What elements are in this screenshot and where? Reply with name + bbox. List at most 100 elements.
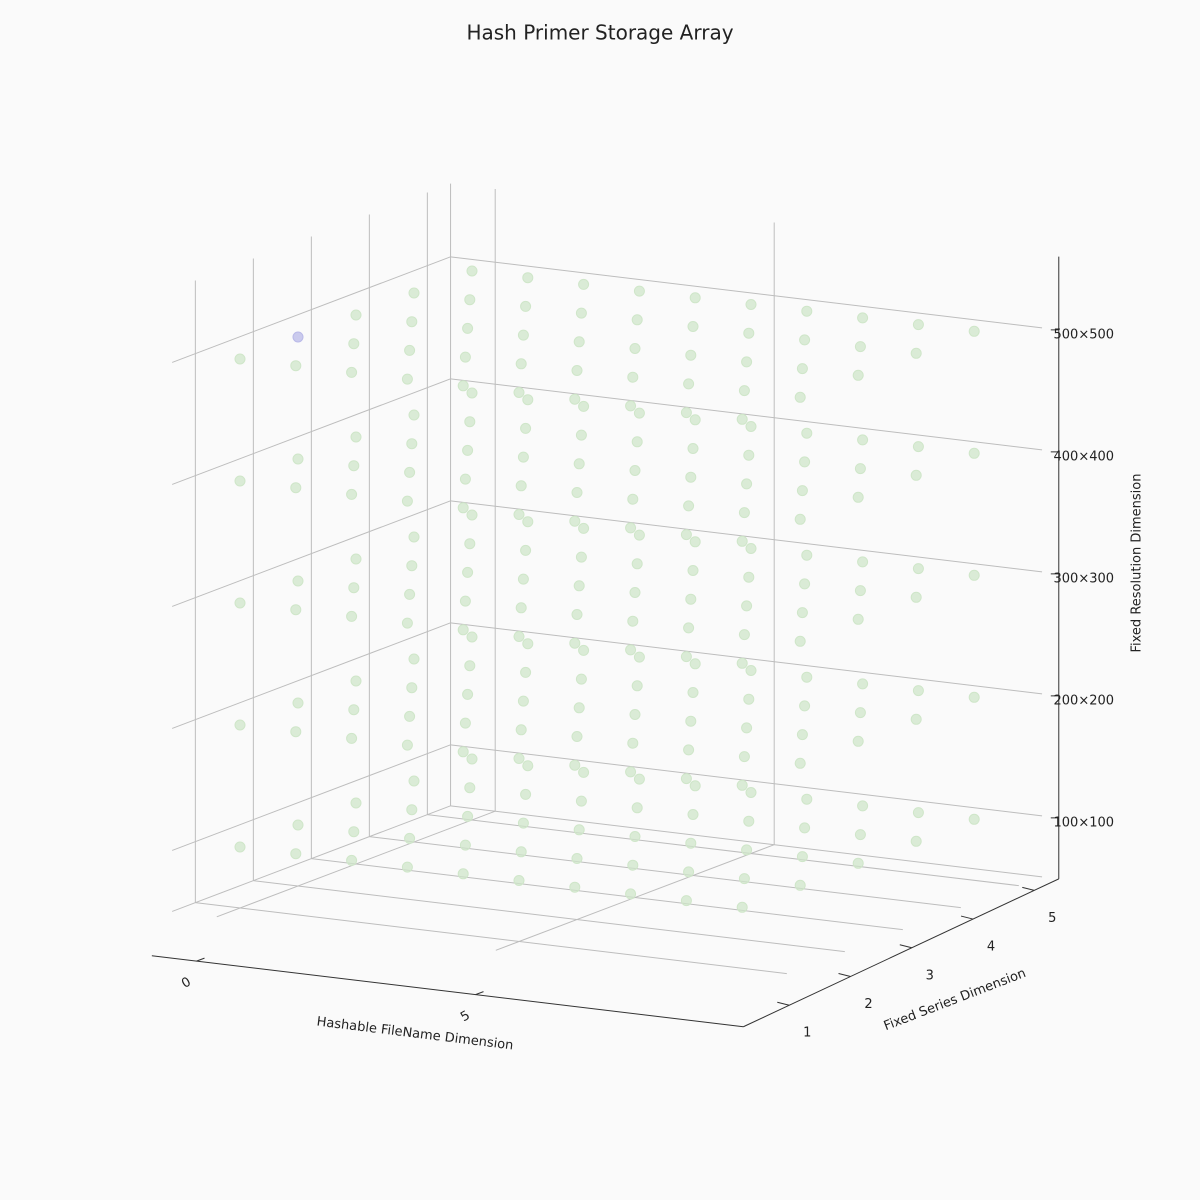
point (627, 615, 639, 627)
point (290, 604, 302, 616)
point (912, 685, 924, 697)
point (799, 334, 811, 346)
point (520, 300, 532, 312)
point (571, 487, 583, 498)
point (346, 366, 358, 378)
grid-line (450, 378, 1043, 451)
point (794, 879, 806, 891)
point (796, 363, 808, 375)
point (796, 729, 808, 741)
point (404, 344, 416, 356)
point (968, 569, 980, 581)
point (854, 341, 866, 353)
point (683, 378, 695, 390)
point (736, 413, 748, 425)
point (290, 848, 302, 860)
point (292, 331, 304, 343)
point (801, 549, 813, 561)
point (796, 485, 808, 497)
y-tick (960, 915, 974, 920)
y-tick-label: 3 (926, 968, 934, 983)
point (736, 657, 748, 669)
point (346, 610, 358, 622)
point (687, 321, 699, 332)
point (743, 449, 755, 461)
point (685, 349, 697, 361)
point (404, 832, 416, 844)
point (457, 868, 469, 880)
point (631, 436, 643, 448)
point (517, 451, 529, 463)
point (968, 691, 980, 703)
z-axis-label: Fixed Resolution Dimension (1130, 474, 1145, 653)
point (571, 731, 583, 742)
point (513, 875, 525, 886)
point (683, 866, 695, 878)
grid-line (195, 902, 787, 975)
point (573, 336, 585, 348)
point (854, 829, 866, 841)
point (406, 804, 418, 816)
point (464, 294, 476, 306)
point (968, 447, 980, 459)
point (627, 371, 639, 383)
point (736, 901, 748, 913)
point (408, 653, 420, 665)
point (520, 422, 532, 434)
y-tick-label: 1 (803, 1026, 811, 1041)
point (406, 682, 418, 694)
point (234, 597, 246, 609)
point (625, 400, 637, 412)
point (852, 857, 864, 869)
point (520, 666, 532, 678)
point (401, 495, 413, 507)
point (457, 624, 469, 636)
point (346, 488, 358, 500)
point (687, 565, 699, 576)
point (738, 629, 750, 641)
point (689, 658, 701, 670)
point (689, 780, 701, 792)
point (633, 651, 645, 663)
point (292, 575, 304, 587)
point (857, 434, 869, 446)
point (801, 793, 813, 805)
y-tick (838, 973, 851, 977)
point (459, 595, 471, 607)
point (348, 460, 360, 472)
point (408, 287, 420, 299)
point (348, 704, 360, 716)
point (571, 609, 583, 620)
point (401, 617, 413, 629)
point (462, 810, 474, 822)
point (629, 587, 641, 598)
point (522, 272, 534, 284)
point (404, 588, 416, 600)
point (852, 369, 864, 381)
point (857, 800, 869, 812)
x-tick (475, 991, 484, 996)
point (569, 759, 581, 771)
y-axis (743, 878, 1059, 1028)
point (852, 491, 864, 503)
point (459, 473, 471, 485)
z-tick-label: 400×400 (1054, 449, 1115, 464)
point (348, 338, 360, 350)
point (234, 719, 246, 731)
point (234, 475, 246, 487)
point (466, 265, 478, 277)
point (854, 585, 866, 597)
point (857, 312, 869, 324)
point (513, 387, 525, 398)
point (968, 813, 980, 825)
point (464, 660, 476, 672)
point (578, 766, 590, 778)
point (629, 831, 641, 842)
point (910, 347, 922, 359)
point (406, 560, 418, 572)
grid-line (253, 880, 845, 953)
point (680, 407, 692, 419)
point (627, 493, 639, 505)
point (912, 563, 924, 575)
